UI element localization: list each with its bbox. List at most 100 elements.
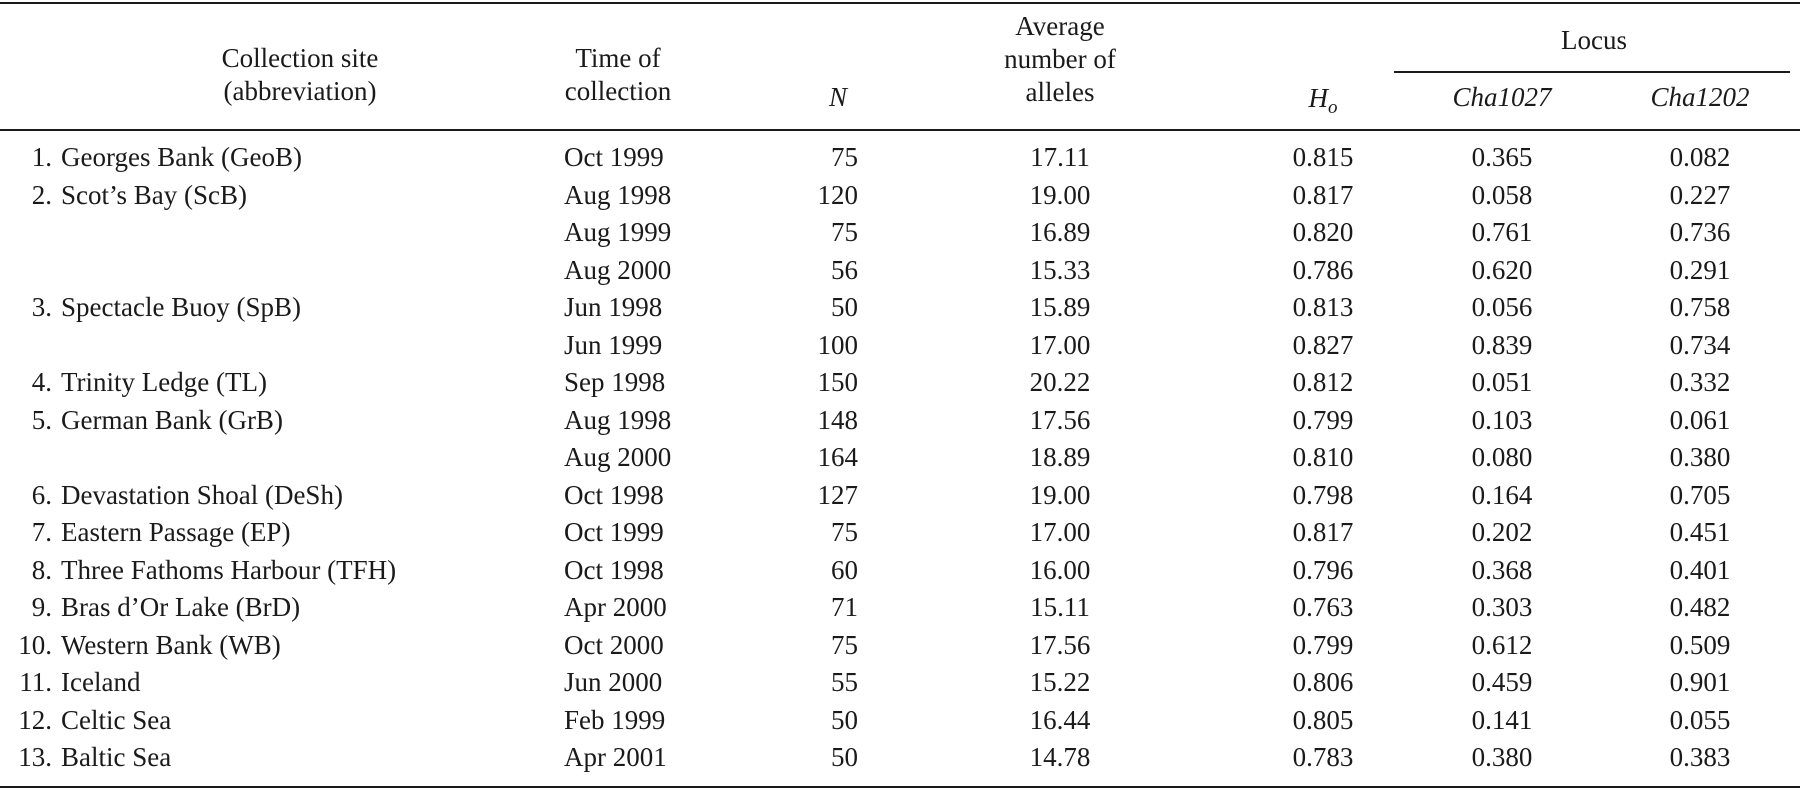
site-name: Baltic Sea bbox=[61, 742, 172, 772]
header-alleles-line3: alleles bbox=[1025, 77, 1095, 107]
site-number: 2. bbox=[31, 179, 52, 210]
cha1202-cell: 0.901 bbox=[1669, 667, 1731, 697]
n-cell: 100 bbox=[817, 329, 859, 360]
cha1202-cell: 0.734 bbox=[1669, 329, 1731, 360]
table-row: 3. Spectacle Buoy (SpB) Jun 1998 50 15.89 0.8… bbox=[0, 289, 1800, 327]
site-cell: 12. Celtic Sea bbox=[16, 702, 171, 740]
site-name: Scot’s Bay (ScB) bbox=[61, 179, 247, 210]
n-cell: 75 bbox=[831, 142, 858, 172]
alleles-cell: 18.89 bbox=[1029, 442, 1091, 472]
alleles-cell: 15.11 bbox=[1030, 592, 1090, 622]
time-cell: Apr 2000 bbox=[564, 592, 667, 622]
cha1027-cell: 0.365 bbox=[1471, 142, 1533, 172]
header-locus: Locus bbox=[1494, 24, 1694, 57]
ho-cell: 0.796 bbox=[1292, 554, 1354, 585]
site-cell bbox=[16, 327, 61, 365]
time-cell: Oct 1998 bbox=[564, 479, 664, 510]
table-row: 7. Eastern Passage (EP) Oct 1999 75 17.00 0.8… bbox=[0, 514, 1800, 552]
cha1202-cell: 0.380 bbox=[1669, 442, 1731, 472]
site-cell: 9. Bras d’Or Lake (BrD) bbox=[16, 589, 300, 627]
ho-cell: 0.763 bbox=[1292, 592, 1354, 622]
cha1202-cell: 0.705 bbox=[1669, 479, 1731, 510]
ho-cell: 0.786 bbox=[1292, 254, 1354, 285]
site-name: Eastern Passage (EP) bbox=[61, 517, 291, 547]
cha1027-cell: 0.761 bbox=[1471, 217, 1533, 247]
time-cell: Feb 1999 bbox=[564, 704, 666, 735]
n-cell: 150 bbox=[817, 367, 859, 397]
cha1202-cell: 0.509 bbox=[1669, 629, 1731, 660]
site-name: Western Bank (WB) bbox=[61, 629, 281, 660]
alleles-cell: 19.00 bbox=[1029, 179, 1091, 210]
time-cell: Jun 2000 bbox=[564, 667, 663, 697]
ho-cell: 0.799 bbox=[1292, 404, 1354, 435]
header-alleles-line2: number of bbox=[1004, 44, 1116, 74]
ho-cell: 0.813 bbox=[1292, 292, 1354, 322]
cha1027-cell: 0.103 bbox=[1471, 404, 1533, 435]
alleles-cell: 17.00 bbox=[1029, 517, 1091, 547]
table-row: Aug 1999 75 16.89 0.820 0.761 0.736 bbox=[0, 214, 1800, 252]
site-number: 13. bbox=[18, 742, 52, 772]
header-alleles-line1: Average bbox=[1015, 11, 1105, 41]
header-locus-label: Locus bbox=[1561, 25, 1627, 55]
header-ho-sub: o bbox=[1328, 97, 1338, 118]
time-cell: Sep 1998 bbox=[564, 367, 666, 397]
alleles-cell: 15.89 bbox=[1029, 292, 1091, 322]
header-cha1027-label: Cha1027 bbox=[1452, 82, 1552, 112]
table-bottom-rule bbox=[0, 786, 1800, 788]
cha1027-cell: 0.380 bbox=[1471, 742, 1533, 772]
site-number: 12. bbox=[18, 704, 52, 735]
ho-cell: 0.817 bbox=[1292, 179, 1354, 210]
cha1202-cell: 0.758 bbox=[1669, 292, 1731, 322]
site-name: Three Fathoms Harbour (TFH) bbox=[61, 554, 397, 585]
cha1027-cell: 0.164 bbox=[1471, 479, 1533, 510]
ho-cell: 0.812 bbox=[1292, 367, 1354, 397]
time-cell: Oct 1999 bbox=[564, 142, 664, 172]
cha1202-cell: 0.061 bbox=[1669, 404, 1731, 435]
header-average-alleles: Average number of alleles bbox=[960, 10, 1160, 109]
header-cha1202: Cha1202 bbox=[1600, 81, 1800, 114]
site-name: Devastation Shoal (DeSh) bbox=[61, 479, 343, 510]
table-row: 9. Bras d’Or Lake (BrD) Apr 2000 71 15.11 0.7… bbox=[0, 589, 1800, 627]
alleles-cell: 17.00 bbox=[1029, 329, 1091, 360]
table-row: 13. Baltic Sea Apr 2001 50 14.78 0.783 0.380 0.… bbox=[0, 739, 1800, 777]
site-cell: 13. Baltic Sea bbox=[16, 739, 171, 777]
table-header-rule bbox=[0, 129, 1800, 131]
site-cell: 1. Georges Bank (GeoB) bbox=[16, 139, 302, 177]
site-number: 6. bbox=[31, 479, 52, 510]
alleles-cell: 16.00 bbox=[1029, 554, 1091, 585]
header-time-of-collection: Time of collection bbox=[530, 42, 706, 108]
alleles-cell: 14.78 bbox=[1029, 742, 1091, 772]
ho-cell: 0.798 bbox=[1292, 479, 1354, 510]
header-n: N bbox=[800, 81, 876, 114]
time-cell: Aug 1998 bbox=[564, 179, 672, 210]
site-name: Celtic Sea bbox=[61, 704, 172, 735]
time-cell: Aug 2000 bbox=[564, 254, 672, 285]
alleles-cell: 20.22 bbox=[1029, 367, 1091, 397]
cha1202-cell: 0.082 bbox=[1669, 142, 1731, 172]
ho-cell: 0.806 bbox=[1292, 667, 1354, 697]
table-row: 12. Celtic Sea Feb 1999 50 16.44 0.805 0.141 0.… bbox=[0, 702, 1800, 740]
cha1202-cell: 0.332 bbox=[1669, 367, 1731, 397]
site-number: 11. bbox=[19, 667, 52, 697]
cha1027-cell: 0.202 bbox=[1471, 517, 1533, 547]
n-cell: 75 bbox=[831, 517, 858, 547]
n-cell: 50 bbox=[831, 292, 858, 322]
n-cell: 75 bbox=[831, 217, 858, 247]
site-cell: 5. German Bank (GrB) bbox=[16, 402, 283, 440]
time-cell: Aug 1999 bbox=[564, 217, 672, 247]
cha1202-cell: 0.482 bbox=[1669, 592, 1731, 622]
cha1027-cell: 0.368 bbox=[1471, 554, 1533, 585]
header-cha1202-label: Cha1202 bbox=[1650, 82, 1750, 112]
site-name: Bras d’Or Lake (BrD) bbox=[61, 592, 301, 622]
header-n-label: N bbox=[828, 82, 847, 112]
alleles-cell: 15.22 bbox=[1029, 667, 1091, 697]
time-cell: Aug 2000 bbox=[564, 442, 672, 472]
time-cell: Oct 2000 bbox=[564, 629, 664, 660]
site-cell: 6. Devastation Shoal (DeSh) bbox=[16, 477, 343, 515]
ho-cell: 0.827 bbox=[1292, 329, 1354, 360]
n-cell: 50 bbox=[831, 742, 858, 772]
site-name: Georges Bank (GeoB) bbox=[61, 142, 302, 172]
table-row: 1. Georges Bank (GeoB) Oct 1999 75 17.11 0.81… bbox=[0, 139, 1800, 177]
cha1202-cell: 0.451 bbox=[1669, 517, 1731, 547]
site-cell: 11. Iceland bbox=[16, 664, 140, 702]
